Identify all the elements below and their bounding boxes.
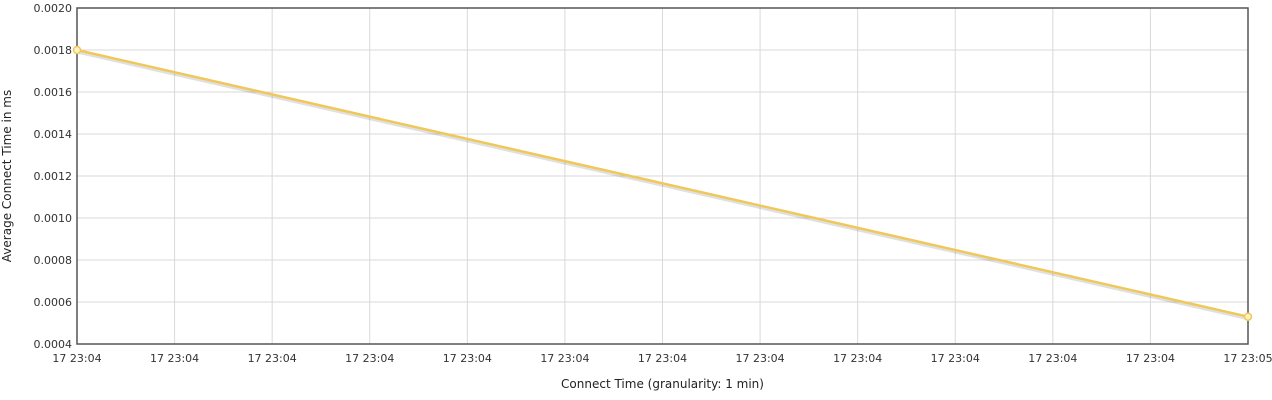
series-line-shadow (76, 49, 1249, 321)
y-tick-label: 0.0016 (34, 86, 73, 99)
y-tick-label: 0.0008 (34, 254, 73, 267)
series-layer (72, 45, 1253, 321)
series-line (76, 48, 1249, 318)
x-tick-label: 17 23:04 (1028, 352, 1077, 365)
y-tick-label: 0.0020 (34, 2, 73, 15)
data-point[interactable] (1243, 312, 1253, 321)
x-tick-label: 17 23:04 (443, 352, 492, 365)
x-tick-label: 17 23:04 (248, 352, 297, 365)
x-tick-label: 17 23:04 (52, 352, 101, 365)
x-axis-ticks: 17 23:04 17 23:04 17 23:04 17 23:04 17 23:04… (52, 352, 1272, 365)
y-tick-label: 0.0010 (34, 212, 73, 225)
y-tick-label: 0.0006 (34, 296, 73, 309)
y-axis-ticks: 0.0004 0.0006 0.0008 0.0010 0.0012 0.0014 0.00… (34, 2, 73, 351)
y-axis-title: Average Connect Time in ms (0, 90, 14, 262)
x-axis-title: Connect Time (granularity: 1 min) (561, 377, 764, 391)
x-tick-label: 17 23:05 (1223, 352, 1272, 365)
x-tick-label: 17 23:04 (345, 352, 394, 365)
y-tick-label: 0.0004 (34, 338, 73, 351)
y-tick-label: 0.0014 (34, 128, 73, 141)
grid-lines (77, 8, 1248, 344)
x-tick-label: 17 23:04 (638, 352, 687, 365)
y-tick-label: 0.0012 (34, 170, 73, 183)
x-tick-label: 17 23:04 (540, 352, 589, 365)
data-point[interactable] (72, 45, 82, 55)
x-tick-label: 17 23:04 (931, 352, 980, 365)
x-tick-label: 17 23:04 (1126, 352, 1175, 365)
y-tick-label: 0.0018 (34, 44, 73, 57)
x-tick-label: 17 23:04 (150, 352, 199, 365)
plot-border (76, 7, 1249, 345)
x-tick-label: 17 23:04 (833, 352, 882, 365)
x-tick-label: 17 23:04 (735, 352, 784, 365)
